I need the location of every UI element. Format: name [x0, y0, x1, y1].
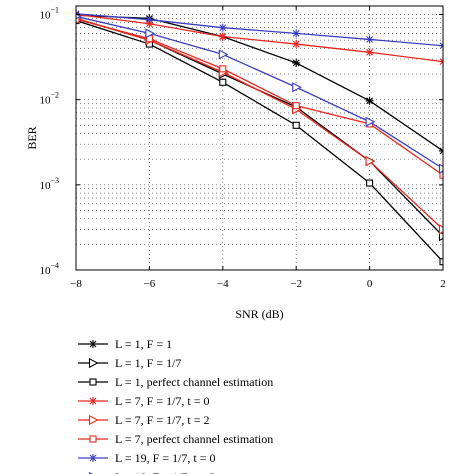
- series-4: [76, 10, 443, 66]
- x-axis-label: SNR (dB): [235, 307, 283, 321]
- star-marker: [292, 29, 301, 38]
- square-marker: [292, 102, 300, 110]
- star-marker: [365, 48, 374, 57]
- series-line: [76, 19, 443, 263]
- series-5: [76, 15, 443, 235]
- y-tick-label: 10−1: [39, 6, 59, 22]
- star-marker: [145, 19, 154, 28]
- x-tick-label: −2: [290, 278, 302, 290]
- square-marker: [76, 15, 80, 23]
- triangle-marker: [145, 28, 156, 39]
- square-marker: [89, 435, 97, 443]
- square-marker: [439, 171, 443, 179]
- triangle-marker: [438, 224, 443, 235]
- star-marker: [365, 35, 374, 44]
- legend-label: L = 19, F = 1/7, t = 0: [115, 451, 216, 465]
- y-tick-exponent: −2: [50, 91, 59, 100]
- series-8: [76, 13, 443, 174]
- legend-label: L = 19, F = 1/7, t = 2: [115, 470, 216, 474]
- x-tick-label: 0: [367, 278, 373, 290]
- y-tick-exponent: −1: [50, 6, 59, 15]
- legend: L = 1, F = 1 L = 1, F = 1/7 L = 1, perfect…: [78, 337, 273, 474]
- legend-item-3: L = 1, perfect channel estimation: [78, 375, 273, 389]
- legend-item-5: L = 7, F = 1/7, t = 2: [78, 413, 210, 427]
- square-marker: [292, 121, 300, 129]
- series-line: [76, 14, 443, 152]
- plot-frame: [75, 5, 444, 271]
- y-tick-label: 10−4: [39, 261, 59, 277]
- legend-label: L = 7, F = 1/7, t = 2: [115, 413, 210, 427]
- triangle-marker: [365, 155, 376, 167]
- series-layer: [76, 9, 443, 266]
- square-marker: [89, 378, 97, 386]
- legend-label: L = 1, perfect channel estimation: [115, 375, 273, 389]
- grid-lines: [75, 6, 444, 271]
- triangle-marker: [292, 82, 302, 93]
- legend-item-2: L = 1, F = 1/7: [78, 356, 181, 370]
- triangle-marker: [88, 414, 99, 426]
- star-marker: [292, 40, 301, 49]
- star-marker: [365, 96, 374, 105]
- square-marker: [439, 258, 443, 266]
- square-marker: [219, 78, 227, 86]
- legend-label: L = 7, perfect channel estimation: [115, 432, 273, 446]
- triangle-marker: [365, 116, 376, 127]
- star-marker: [89, 454, 97, 462]
- legend-item-4: L = 7, F = 1/7, t = 0: [78, 394, 210, 408]
- square-marker: [366, 179, 374, 187]
- legend-item-1: L = 1, F = 1: [78, 337, 172, 351]
- star-marker: [218, 23, 227, 32]
- x-tick-label: −6: [144, 278, 156, 290]
- triangle-marker: [88, 357, 99, 369]
- series-line: [76, 18, 443, 176]
- legend-item-6: L = 7, perfect channel estimation: [78, 432, 273, 446]
- triangle-marker: [438, 231, 443, 242]
- star-marker: [145, 15, 154, 24]
- y-tick-exponent: −3: [50, 176, 59, 185]
- legend-label: L = 1, F = 1/7: [115, 356, 181, 370]
- x-tick-label: −8: [70, 278, 82, 290]
- series-line: [76, 13, 443, 47]
- y-tick-exponent: −4: [50, 261, 59, 270]
- star-marker: [218, 32, 227, 41]
- legend-item-7: L = 19, F = 1/7, t = 0: [78, 451, 216, 465]
- x-tick-label: −4: [217, 278, 229, 290]
- series-line: [76, 15, 443, 170]
- triangle-marker: [438, 163, 443, 174]
- star-marker: [292, 58, 301, 67]
- y-tick-label: 10−2: [39, 91, 59, 107]
- series-line: [76, 13, 443, 63]
- series-line: [76, 17, 443, 230]
- square-marker: [219, 65, 227, 73]
- x-tick-label: 2: [440, 278, 446, 290]
- legend-item-8: L = 19, F = 1/7, t = 2: [88, 470, 216, 474]
- star-marker: [89, 340, 97, 348]
- legend-label: L = 1, F = 1: [115, 337, 172, 351]
- triangle-marker: [218, 49, 229, 60]
- legend-label: L = 7, F = 1/7, t = 0: [115, 394, 210, 408]
- y-axis-label: BER: [25, 126, 39, 149]
- series-7: [76, 9, 443, 50]
- star-marker: [89, 397, 97, 405]
- y-tick-label: 10−3: [39, 176, 59, 192]
